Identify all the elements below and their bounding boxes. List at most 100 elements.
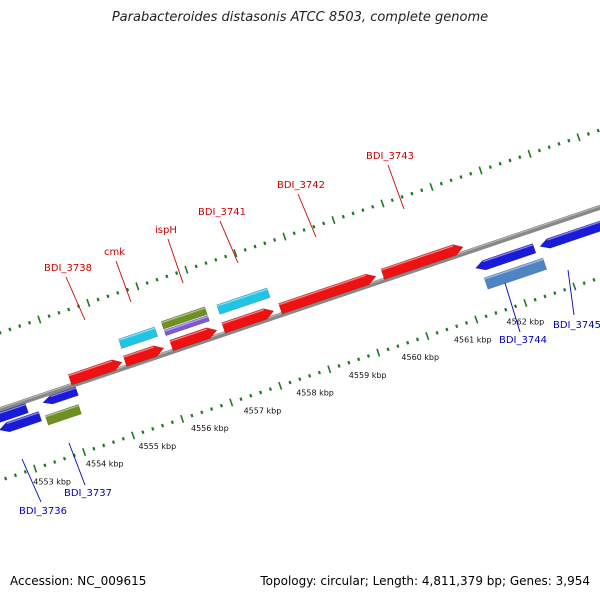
tick-layer: 4553 kbp 4554 kbp 4555 kbp 4556 kbp 4557 kbp… — [0, 128, 600, 486]
feature-ispH-olive[interactable] — [160, 306, 208, 330]
tick-mark — [33, 464, 38, 473]
gene-bdi-3743-arrow-shape — [380, 244, 464, 280]
gene-bdi-3743-arrow-highlight — [380, 245, 454, 271]
feature-cmk-cyan-highlight — [118, 327, 156, 341]
tick-mark — [567, 138, 571, 143]
gene-bdi-3744-arrow[interactable] — [475, 243, 537, 271]
gene-label-bdi-3737[interactable]: BDI_3737 — [64, 488, 112, 499]
tick-mark — [478, 166, 483, 175]
gene-bdi-3742-arrow-shape — [278, 273, 377, 315]
gene-bdi-3737-arrow-shape — [42, 386, 79, 405]
tick-mark — [366, 354, 371, 358]
tick-mark — [317, 370, 321, 375]
feature-ispH-olive-shape — [160, 306, 208, 330]
tick-mark — [82, 448, 87, 457]
gene-bdi-3742-arrow[interactable] — [278, 273, 377, 315]
feature-bdi-3744-steelblue[interactable] — [483, 257, 548, 290]
tick-mark — [469, 171, 473, 176]
gene-label-bdi-3745[interactable]: BDI_3745 — [553, 320, 600, 331]
feature-bdi-3741-cyan[interactable] — [216, 287, 271, 315]
feature-ispH-purple[interactable] — [163, 315, 210, 337]
tick-mark — [351, 211, 355, 216]
gene-label-bdi-3744[interactable]: BDI_3744 — [499, 335, 547, 346]
gene-cmk-arrow-shape — [122, 345, 165, 367]
tick-mark — [484, 314, 488, 319]
gene-ispH-arrow[interactable] — [169, 327, 218, 352]
gene-ispH-arrow-highlight — [169, 328, 208, 343]
gene-label-bdi-3743[interactable]: BDI_3743 — [366, 151, 414, 162]
gene-label-bdi-3738[interactable]: BDI_3738 — [44, 263, 92, 274]
gene-bdi-3741-arrow-shape — [221, 308, 275, 334]
gene-bdi-3735-arrow-shape — [0, 403, 29, 423]
tick-mark — [233, 249, 238, 258]
gene-bdi-3741-arrow[interactable] — [221, 308, 275, 334]
tick-mark — [420, 188, 424, 193]
tick-mark — [253, 244, 257, 249]
gene-bdi-3736-arrow[interactable] — [0, 411, 43, 433]
gene-label-isph[interactable]: ispH — [155, 225, 177, 236]
gene-bdi-3735-arrow[interactable] — [0, 403, 29, 424]
tick-mark — [125, 287, 130, 292]
feature-bdi-3737-olive[interactable] — [44, 404, 82, 426]
tick-mark — [547, 145, 551, 150]
tick-mark — [111, 440, 116, 444]
scale-label: 4553 kbp — [33, 477, 71, 486]
tick-mark — [86, 298, 91, 307]
tick-mark — [586, 132, 590, 136]
tick-mark — [23, 470, 27, 474]
leader-line-cmk — [115, 260, 132, 303]
gene-bdi-3738-arrow[interactable] — [67, 359, 123, 386]
tick-mark — [504, 307, 508, 312]
tick-mark — [415, 337, 420, 342]
tick-mark — [219, 403, 223, 408]
tick-mark — [8, 327, 12, 332]
tick-mark — [513, 304, 518, 309]
tick-mark — [92, 446, 96, 451]
tick-mark — [474, 315, 479, 324]
tick-mark — [243, 248, 247, 252]
tick-mark — [57, 310, 61, 315]
tick-mark — [282, 232, 287, 241]
gene-label-cmk[interactable]: cmk — [104, 247, 125, 258]
feature-bdi-3741-cyan-highlight — [216, 288, 268, 307]
tick-mark — [312, 224, 316, 229]
tick-mark — [445, 327, 449, 332]
scale-label: 4557 kbp — [244, 406, 282, 415]
gene-cmk-arrow[interactable] — [122, 345, 165, 367]
tick-mark — [582, 281, 586, 286]
tick-mark — [145, 281, 149, 285]
gene-cmk-arrow-highlight — [123, 346, 155, 358]
gene-bdi-3745-arrow[interactable] — [539, 220, 600, 249]
tick-mark — [175, 271, 179, 275]
gene-bdi-3743-arrow[interactable] — [380, 244, 464, 280]
tick-mark — [331, 216, 336, 225]
tick-mark — [259, 390, 263, 395]
feature-ispH-olive-highlight — [161, 307, 206, 324]
tick-mark — [106, 294, 110, 299]
tick-mark — [557, 142, 561, 146]
tick-mark — [302, 228, 306, 232]
tick-mark — [165, 274, 169, 279]
gene-label-bdi-3736[interactable]: BDI_3736 — [19, 506, 67, 517]
map-title: Parabacteroides distasonis ATCC 8503, co… — [111, 10, 489, 25]
tick-mark — [180, 414, 185, 423]
genome-stats-text: Topology: circular; Length: 4,811,379 bp… — [260, 574, 590, 588]
feature-cmk-cyan[interactable] — [118, 326, 159, 349]
tick-mark — [273, 238, 277, 242]
tick-mark — [396, 344, 400, 348]
gene-label-bdi-3742[interactable]: BDI_3742 — [277, 180, 325, 191]
gene-bdi-3738-arrow-shape — [67, 359, 123, 386]
tick-mark — [455, 324, 459, 329]
gene-bdi-3736-arrow-highlight — [6, 412, 40, 425]
tick-mark — [361, 208, 365, 212]
tick-mark — [190, 413, 194, 418]
tick-mark — [121, 436, 125, 441]
gene-bdi-3738-arrow-highlight — [68, 360, 113, 377]
gene-label-bdi-3741[interactable]: BDI_3741 — [198, 207, 246, 218]
tick-mark — [459, 175, 463, 179]
gene-bdi-3744-arrow-shape — [475, 243, 537, 271]
tick-mark — [386, 347, 390, 352]
tick-mark — [357, 357, 361, 362]
gene-bdi-3737-arrow[interactable] — [42, 386, 79, 405]
